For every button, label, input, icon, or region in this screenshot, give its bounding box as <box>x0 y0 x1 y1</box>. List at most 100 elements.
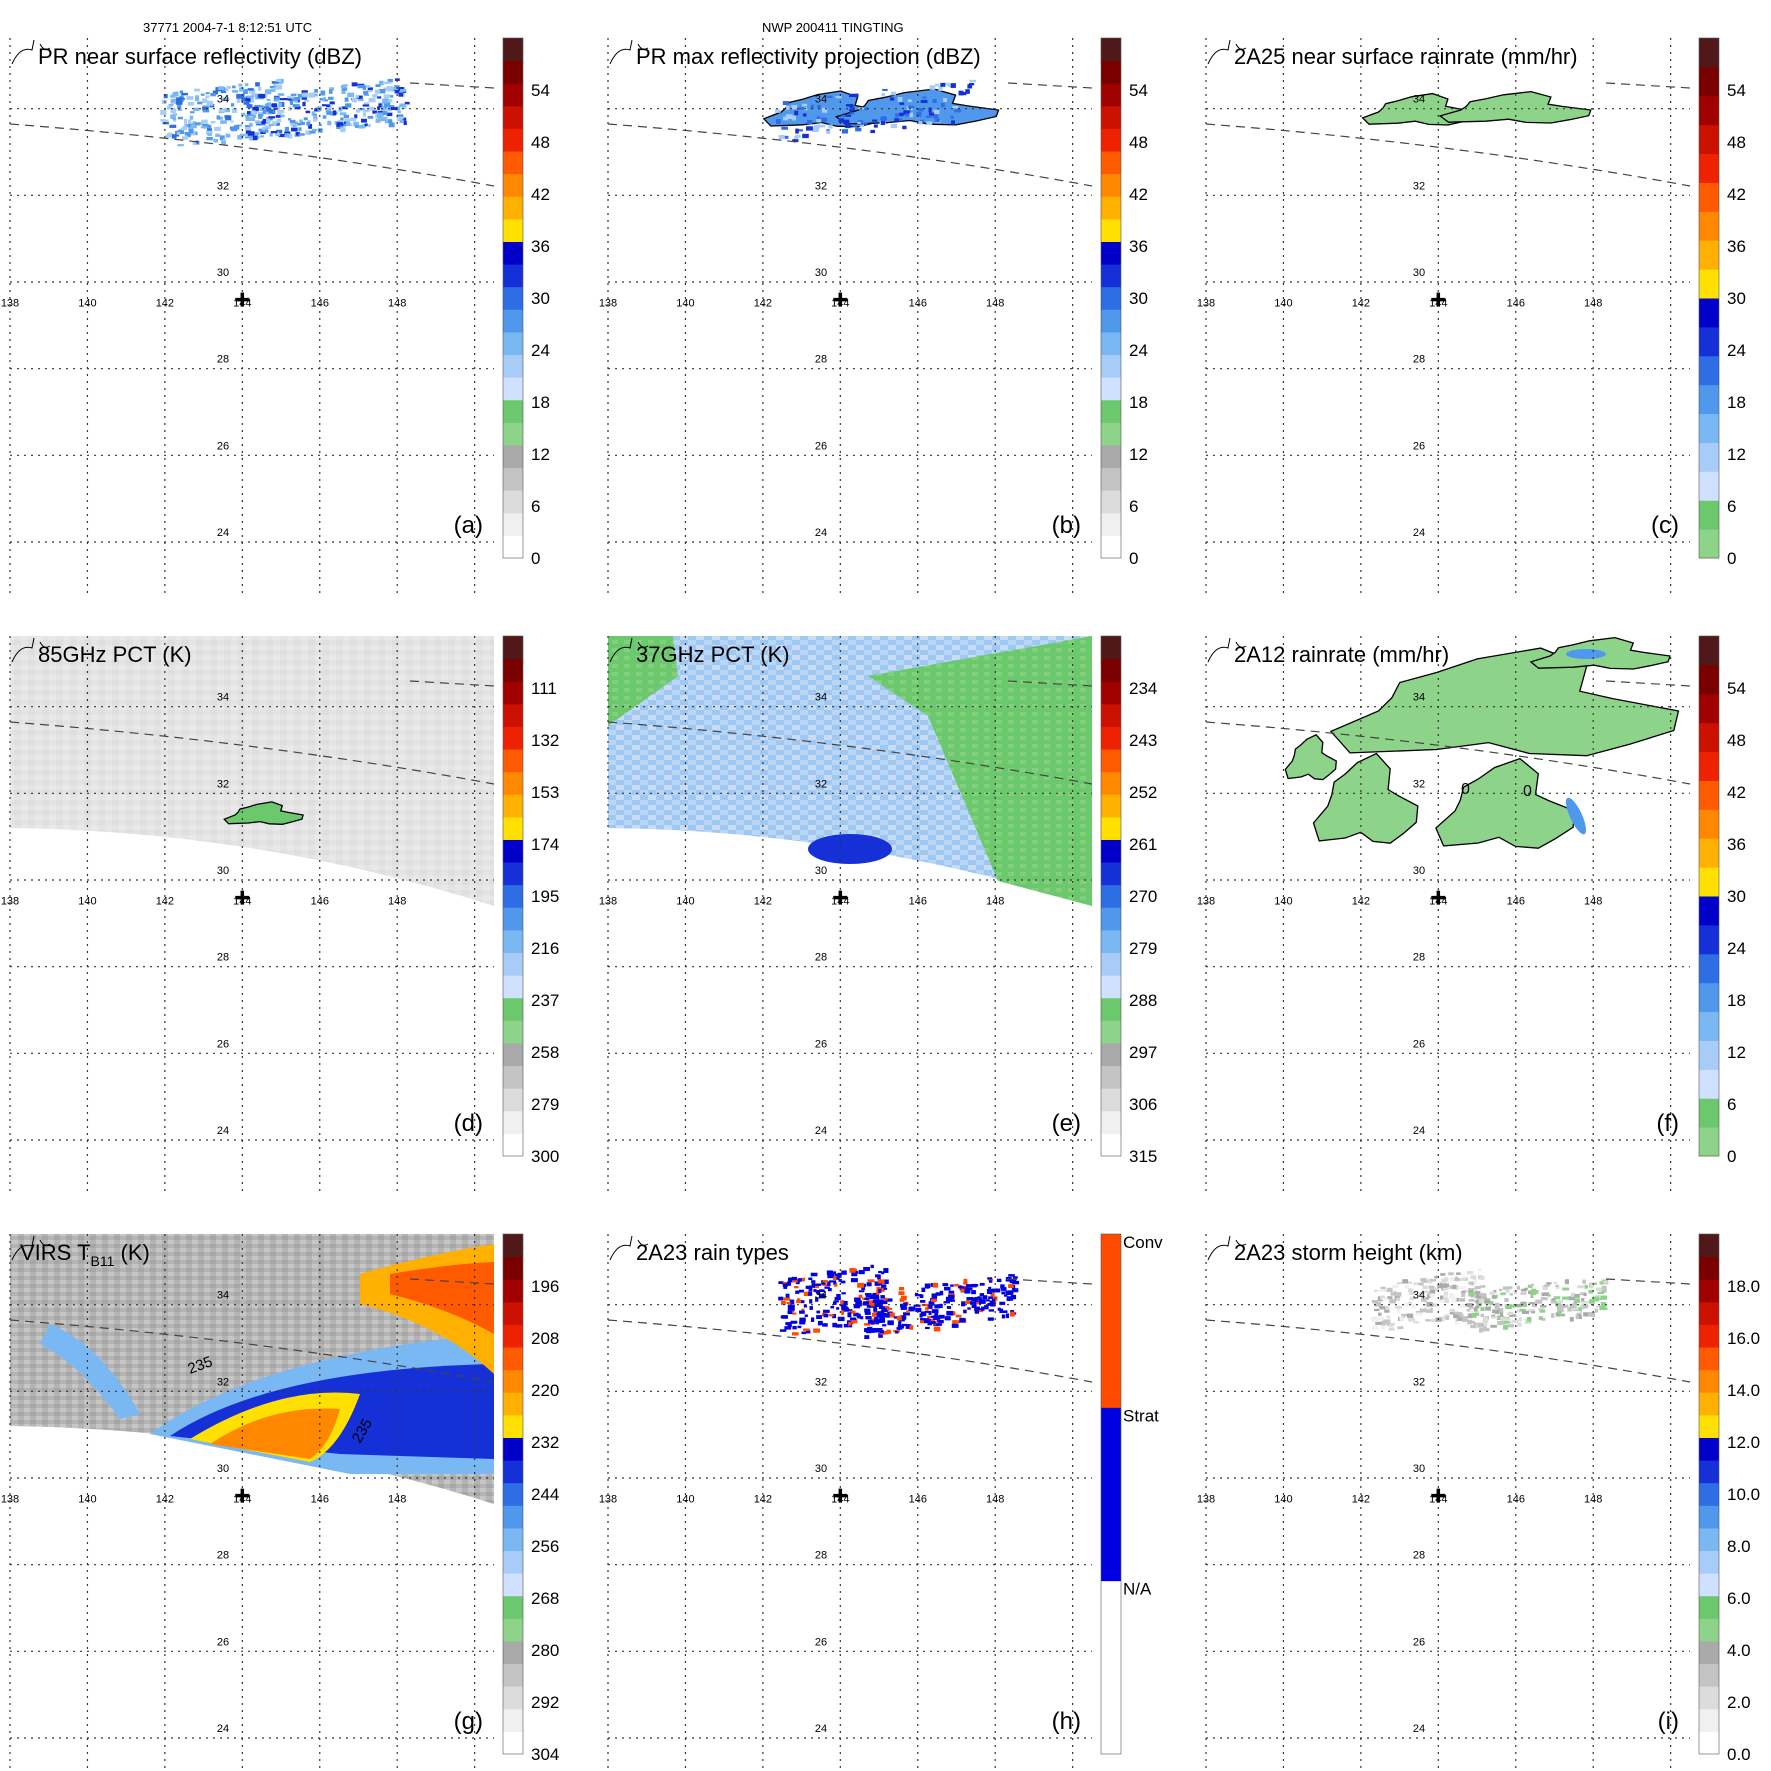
storm-height-pixel <box>1490 1301 1494 1306</box>
colorbar-tick-label: 268 <box>531 1589 559 1608</box>
reflectivity-pixel <box>163 119 169 122</box>
storm-height-pixel <box>1504 1298 1509 1303</box>
colorbar-tick-label: 243 <box>1129 731 1157 750</box>
reflectivity-pixel <box>386 107 392 112</box>
storm-height-pixel <box>1424 1305 1431 1310</box>
reflectivity-pixel <box>184 123 189 128</box>
warm-pct-region <box>608 636 678 726</box>
colorbar-segment <box>1101 884 1121 908</box>
storm-height-pixel <box>1473 1275 1477 1280</box>
colorbar-segment <box>503 1234 523 1258</box>
rain-type-pixel <box>832 1275 837 1280</box>
storm-height-pixel <box>1453 1313 1460 1319</box>
reflectivity-pixel <box>363 90 368 95</box>
rain-type-pixel <box>810 1317 815 1322</box>
colorbar-segment <box>503 1324 523 1348</box>
storm-height-pixel <box>1442 1285 1449 1291</box>
storm-height-pixel <box>1483 1300 1491 1304</box>
longitude-tick-label: 148 <box>1584 896 1602 908</box>
rain-type-pixel <box>838 1278 842 1282</box>
colorbar-segment <box>503 1256 523 1280</box>
rain-type-pixel <box>898 1286 905 1291</box>
reflectivity-pixel <box>217 86 225 91</box>
storm-height-pixel <box>1461 1292 1466 1298</box>
longitude-tick-label: 140 <box>676 298 694 310</box>
colorbar-tick-label: 6 <box>1727 497 1736 516</box>
reflectivity-pixel <box>349 117 357 122</box>
reflectivity-pixel <box>922 96 927 99</box>
rain-type-pixel <box>860 1316 864 1320</box>
colorbar-frame <box>1100 37 1122 559</box>
colorbar-tick-label: 8.0 <box>1727 1537 1751 1556</box>
storm-height-pixel <box>1581 1298 1585 1303</box>
reflectivity-pixel <box>162 121 169 125</box>
reflectivity-pixel <box>881 93 885 97</box>
rain-type-pixel <box>898 1291 905 1295</box>
colorbar-segment <box>1699 751 1719 781</box>
rain-type-pixel <box>866 1282 872 1287</box>
rain-type-pixel <box>873 1328 881 1333</box>
rain-type-pixel <box>824 1286 830 1289</box>
latitude-tick-label: 32 <box>217 1376 229 1388</box>
reflectivity-pixel <box>351 97 358 103</box>
latitude-tick-label: 30 <box>217 865 229 877</box>
reflectivity-pixel <box>898 118 903 122</box>
reflectivity-pixel <box>382 98 389 104</box>
rain-type-pixel <box>974 1296 979 1302</box>
reflectivity-pixel <box>928 107 932 113</box>
swath-edge-line <box>1007 1278 1093 1285</box>
reflectivity-pixel <box>222 97 230 101</box>
reflectivity-pixel <box>783 135 789 139</box>
storm-height-pixel <box>1589 1299 1595 1304</box>
swath-edge-line <box>1605 680 1691 687</box>
reflectivity-pixel <box>903 110 911 115</box>
storm-height-pixel <box>1498 1288 1503 1292</box>
storm-height-pixel <box>1413 1321 1420 1324</box>
latitude-tick-label: 28 <box>1413 354 1425 366</box>
pct-swath-field <box>10 636 494 906</box>
rain-type-pixel <box>901 1323 908 1327</box>
storm-height-pixel <box>1562 1304 1569 1308</box>
colorbar-tick-label: Conv <box>1123 1233 1163 1252</box>
rain-type-pixel <box>927 1315 931 1319</box>
coastline <box>11 637 51 663</box>
rain-type-pixel <box>914 1293 922 1297</box>
rain-type-pixel <box>1000 1284 1005 1289</box>
latitude-tick-label: 30 <box>815 865 827 877</box>
rain-type-pixel <box>778 1296 784 1301</box>
longitude-tick-label: 138 <box>599 298 617 310</box>
rain-type-pixel <box>787 1322 792 1328</box>
rain-type-pixel <box>1005 1279 1011 1282</box>
colorbar-segment <box>1699 896 1719 926</box>
rain-type-pixel <box>966 1287 973 1291</box>
reflectivity-pixel <box>861 107 868 111</box>
colorbar-tick-label: 30 <box>531 289 550 308</box>
reflectivity-pixel <box>918 108 924 112</box>
reflectivity-pixel <box>378 103 382 108</box>
rain-type-pixel <box>853 1312 859 1317</box>
reflectivity-pixel <box>242 89 248 95</box>
reflectivity-pixel <box>344 97 349 102</box>
reflectivity-pixel <box>290 93 297 96</box>
reflectivity-pixel <box>377 112 384 117</box>
colorbar-tick-label: 306 <box>1129 1095 1157 1114</box>
colorbar-tick-label: 256 <box>531 1537 559 1556</box>
storm-height-pixel <box>1444 1313 1451 1318</box>
colorbar-segment <box>1699 1460 1719 1484</box>
reflectivity-pixel <box>315 107 321 113</box>
reflectivity-pixel <box>289 100 294 105</box>
reflectivity-pixel <box>278 102 282 107</box>
colorbar-segment <box>1699 1369 1719 1393</box>
reflectivity-pixel <box>355 109 361 113</box>
rain-type-pixel <box>982 1295 988 1300</box>
reflectivity-pixel <box>213 138 218 143</box>
rain-type-pixel <box>867 1328 875 1333</box>
reflectivity-pixel <box>351 82 358 87</box>
longitude-tick-label: 148 <box>1584 298 1602 310</box>
reflectivity-pixel <box>403 120 407 126</box>
longitude-tick-label: 146 <box>311 896 329 908</box>
colorbar-segment <box>503 422 523 446</box>
rain-type-pixel <box>885 1313 890 1318</box>
reflectivity-pixel <box>210 92 216 97</box>
reflectivity-pixel <box>810 104 814 109</box>
